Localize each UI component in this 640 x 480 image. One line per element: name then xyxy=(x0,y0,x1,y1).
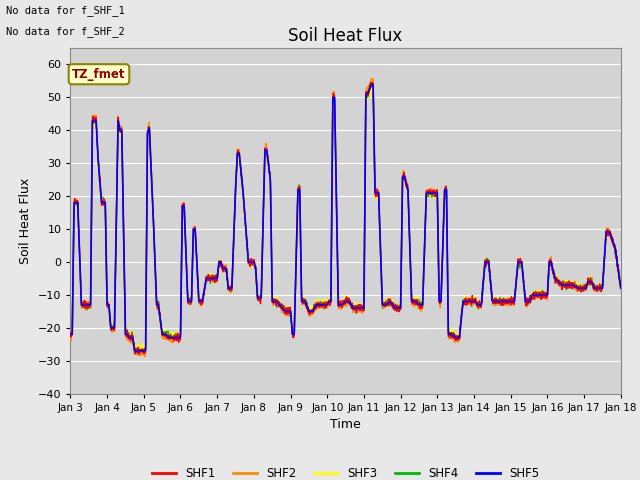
Text: No data for f_SHF_1: No data for f_SHF_1 xyxy=(6,5,125,16)
Title: Soil Heat Flux: Soil Heat Flux xyxy=(289,27,403,45)
SHF1 xyxy=(367,80,374,85)
SHF1 xyxy=(129,338,137,344)
SHF1 xyxy=(607,232,614,238)
Legend: SHF1, SHF2, SHF3, SHF4, SHF5: SHF1, SHF2, SHF3, SHF4, SHF5 xyxy=(147,462,544,480)
SHF5 xyxy=(607,231,614,237)
SHF3 xyxy=(301,297,309,302)
SHF2 xyxy=(141,354,148,360)
SHF5 xyxy=(129,337,137,343)
SHF5 xyxy=(301,299,309,305)
Text: No data for f_SHF_2: No data for f_SHF_2 xyxy=(6,26,125,37)
SHF3 xyxy=(369,84,377,90)
SHF2 xyxy=(617,285,625,290)
SHF1 xyxy=(278,305,285,311)
SHF5 xyxy=(367,81,375,87)
Line: SHF1: SHF1 xyxy=(70,83,621,354)
SHF5 xyxy=(162,332,170,337)
SHF2 xyxy=(278,309,285,315)
SHF4 xyxy=(301,298,309,304)
SHF2 xyxy=(368,75,376,81)
SHF1 xyxy=(67,329,74,335)
SHF4 xyxy=(129,339,137,345)
SHF3 xyxy=(129,337,137,343)
SHF3 xyxy=(547,260,555,265)
SHF3 xyxy=(67,328,74,334)
SHF4 xyxy=(278,304,285,310)
SHF2 xyxy=(301,301,309,307)
SHF3 xyxy=(133,350,141,356)
Line: SHF2: SHF2 xyxy=(70,78,621,357)
Y-axis label: Soil Heat Flux: Soil Heat Flux xyxy=(19,178,32,264)
X-axis label: Time: Time xyxy=(330,418,361,431)
SHF3 xyxy=(278,304,285,310)
SHF4 xyxy=(67,332,74,337)
SHF5 xyxy=(67,332,74,337)
SHF5 xyxy=(131,348,138,354)
SHF2 xyxy=(129,342,137,348)
SHF1 xyxy=(617,283,625,289)
SHF4 xyxy=(140,351,148,357)
SHF2 xyxy=(67,333,74,338)
SHF1 xyxy=(162,331,170,337)
SHF4 xyxy=(162,329,170,335)
SHF1 xyxy=(547,258,555,264)
SHF1 xyxy=(135,351,143,357)
Line: SHF5: SHF5 xyxy=(70,84,621,351)
SHF3 xyxy=(162,328,170,334)
SHF5 xyxy=(617,286,625,291)
SHF4 xyxy=(547,259,555,265)
SHF4 xyxy=(617,286,625,291)
Text: TZ_fmet: TZ_fmet xyxy=(72,68,125,81)
SHF3 xyxy=(607,232,614,238)
SHF2 xyxy=(607,232,614,238)
SHF2 xyxy=(162,333,170,338)
Line: SHF4: SHF4 xyxy=(70,82,621,354)
Line: SHF3: SHF3 xyxy=(70,87,621,353)
SHF2 xyxy=(547,259,555,265)
SHF3 xyxy=(617,284,625,290)
SHF4 xyxy=(369,79,377,85)
SHF4 xyxy=(607,231,614,237)
SHF5 xyxy=(547,259,555,265)
SHF5 xyxy=(278,304,285,310)
SHF1 xyxy=(301,301,309,307)
